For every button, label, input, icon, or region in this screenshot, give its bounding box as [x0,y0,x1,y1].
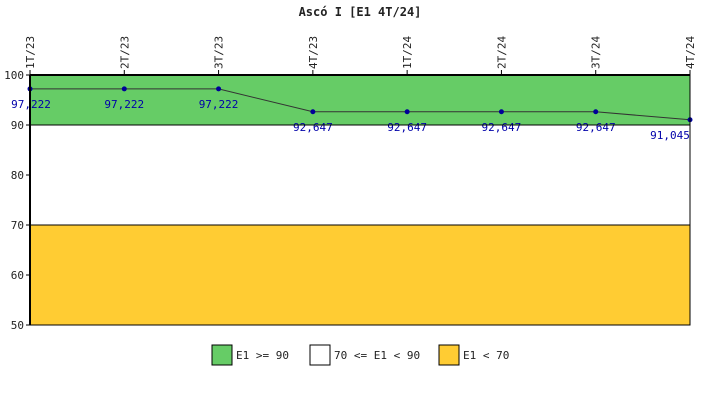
data-label: 97,222 [199,98,239,111]
legend-label-0: E1 >= 90 [236,349,289,362]
series-layer: 97,22297,22297,22292,64792,64792,64792,6… [11,86,693,142]
data-label: 92,647 [576,121,616,134]
x-tick-label: 4T/24 [684,36,697,69]
data-label: 92,647 [482,121,522,134]
legend-swatch-0 [211,344,233,366]
x-tick-label: 3T/24 [590,36,603,69]
x-tick-label: 1T/24 [401,36,414,69]
data-point [121,86,127,92]
x-tick-label: 2T/24 [495,36,508,69]
x-tick-label: 4T/23 [307,36,320,69]
y-tick-label: 50 [11,319,24,332]
band-2 [30,225,690,325]
x-tick-label: 2T/23 [118,36,131,69]
y-tick-label: 80 [11,169,24,182]
data-label: 97,222 [104,98,144,111]
data-label: 92,647 [293,121,333,134]
legend-swatch-2 [438,344,460,366]
data-point [593,109,599,115]
data-label: 91,045 [650,129,690,142]
band-1 [30,125,690,225]
x-tick-label: 3T/23 [213,36,226,69]
series-line [30,88,691,121]
legend-swatch-1 [309,344,331,366]
y-tick-label: 60 [11,269,24,282]
y-tick-label: 70 [11,219,24,232]
y-tick-label: 90 [11,119,24,132]
data-label: 92,647 [387,121,427,134]
data-point [404,109,410,115]
y-tick-label: 100 [4,69,24,82]
legend-label-1: 70 <= E1 < 90 [334,349,420,362]
x-tick-label: 1T/23 [24,36,37,69]
data-point [310,109,316,115]
data-point [498,109,504,115]
band-0 [30,75,690,125]
data-point [216,86,222,92]
legend-label-2: E1 < 70 [463,349,509,362]
bands-layer [30,75,690,325]
legend: E1 >= 90 70 <= E1 < 90 E1 < 70 [211,344,509,366]
chart-title: Ascó I [E1 4T/24] [299,5,422,19]
